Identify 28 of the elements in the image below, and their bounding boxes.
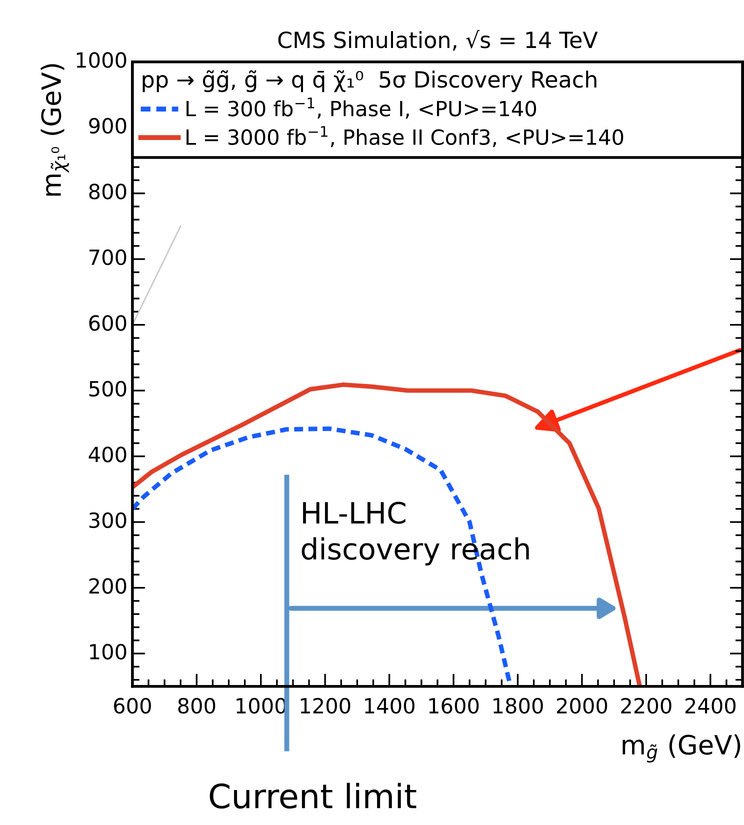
legend-label: L = 300 fb$^{−1}$, Phase I, <PU>=140 <box>186 98 536 119</box>
x-tick-label: 1800 <box>494 698 543 714</box>
y-tick-label: 100 <box>90 644 126 660</box>
legend-label: L = 3000 fb$^{−1}$, Phase II Conf3, <PU>=140 <box>186 126 624 148</box>
x-tick-label: 2200 <box>621 698 672 714</box>
y-tick-label: 600 <box>89 315 126 331</box>
x-axis-title: m$_{g̃}$ (GeV) <box>622 734 740 763</box>
y-tick-label: 400 <box>88 446 126 462</box>
y-tick-label: 800 <box>89 184 126 200</box>
text: Current limit <box>210 782 416 809</box>
x-tick-label: 600 <box>114 698 151 714</box>
line-series <box>132 382 642 686</box>
y-tick-label: 300 <box>89 512 126 528</box>
y-tick-label: 500 <box>89 380 126 397</box>
x-tick-label: 1400 <box>365 698 414 714</box>
y-tick-label: 1000 <box>76 52 126 68</box>
chart-title: CMS Simulation, √s = 14 TeV <box>278 30 598 51</box>
y-tick-label: 200 <box>89 578 126 594</box>
x-tick-label: 1200 <box>300 698 350 714</box>
annotation: HL-LHC discovery reach <box>302 502 529 566</box>
x-tick-label: 1600 <box>429 698 479 714</box>
legend-title: pp → g̃g̃, g̃ → q q̄ χ̃₁⁰ 5σ Discovery Reach <box>142 70 596 92</box>
x-tick-label: 2400 <box>685 698 736 714</box>
y-tick-label: 700 <box>90 249 126 266</box>
y-axis-title: m$_{χ̃₁⁰}$ (GeV) <box>40 64 69 196</box>
x-tick-label: 2000 <box>556 698 608 714</box>
y-tick-label: 900 <box>89 118 126 134</box>
x-tick-label: 800 <box>178 698 216 714</box>
